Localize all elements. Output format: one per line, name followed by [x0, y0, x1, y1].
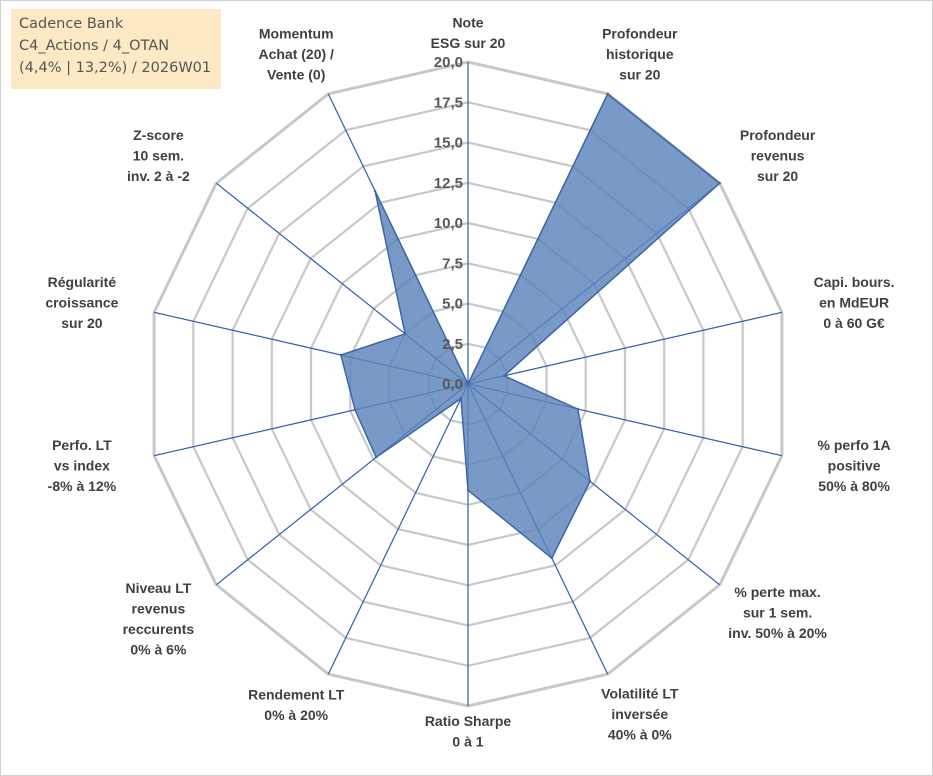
data-point: [403, 332, 407, 335]
tick-label: 12,5: [434, 175, 463, 192]
tick-label: 17,5: [434, 94, 463, 111]
info-category: C4_Actions / 4_OTAN: [19, 38, 170, 54]
data-point: [466, 382, 470, 386]
series-area: [339, 92, 721, 560]
info-company-name: Cadence Bank: [19, 16, 124, 32]
tick-label: 15,0: [434, 135, 463, 152]
axis-label: Profondeur historique sur 20: [602, 25, 678, 82]
radar-series: [339, 92, 721, 560]
tick-label: 0,0: [442, 376, 463, 393]
tick-label: 5,0: [442, 296, 463, 313]
axis-label: Profondeur revenus sur 20: [740, 127, 816, 184]
data-point: [502, 374, 506, 377]
radar-tick-labels: 0,0 2,5 5,0 7,5 10,0 12,5 15,0 17,5 20,0: [434, 54, 463, 393]
data-point: [718, 182, 721, 185]
stock-info-box: Cadence Bank C4_Actions / 4_OTAN (4,4% |…: [11, 9, 221, 89]
axis-label: Note ESG sur 20: [431, 15, 506, 52]
data-point: [466, 489, 470, 492]
axis-label: Momentum Achat (20) / Vente (0): [258, 25, 334, 82]
axis-label: % perte max. sur 1 sem. inv. 50% à 20%: [728, 584, 827, 641]
axis-label: Régularité croissance sur 20: [45, 274, 118, 331]
data-point: [459, 397, 463, 400]
data-point: [576, 407, 580, 411]
info-period: (4,4% | 13,2%) / 2026W01: [19, 60, 212, 76]
axis-spoke: [467, 311, 783, 385]
data-point: [374, 456, 378, 459]
tick-label: 10,0: [434, 215, 463, 232]
axis-label: % perfo 1A positive 50% à 80%: [818, 437, 891, 494]
data-point: [373, 189, 377, 193]
radar-axis-labels: Note ESG sur 20 Profondeur historique sur 20…: [45, 15, 894, 750]
data-point: [588, 480, 592, 483]
axis-label: Niveau LT revenus reccurents 0% à 6%: [123, 580, 195, 658]
tick-label: 20,0: [434, 54, 463, 71]
axis-label: Ratio Sharpe 0 à 1: [425, 713, 512, 750]
data-point: [339, 353, 343, 357]
axis-spoke: [327, 383, 469, 675]
data-point: [353, 408, 357, 411]
tick-label: 2,5: [442, 336, 463, 353]
axis-label: Rendement LT 0% à 20%: [248, 687, 345, 724]
data-point: [606, 92, 609, 96]
axis-label: Volatilité LT inversée 40% à 0%: [601, 686, 679, 743]
axis-label: Z-score 10 sem. inv. 2 à -2: [127, 127, 190, 184]
data-point: [550, 556, 553, 560]
axis-label: Perfo. LT vs index -8% à 12%: [48, 437, 117, 494]
tick-label: 7,5: [442, 255, 463, 272]
axis-label: Capi. bours. en MdEUR 0 à 60 G€: [814, 274, 895, 331]
